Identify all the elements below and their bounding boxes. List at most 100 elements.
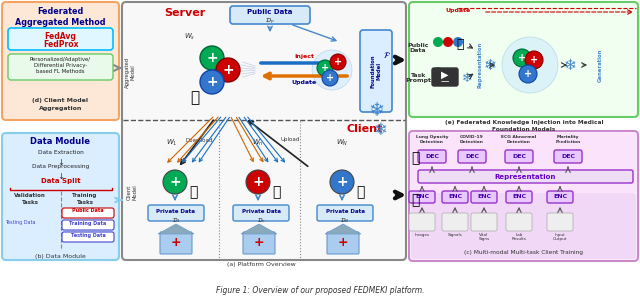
Text: 🔥: 🔥 — [272, 185, 280, 199]
FancyBboxPatch shape — [506, 191, 532, 203]
Text: (d) Client Model: (d) Client Model — [33, 98, 88, 103]
Text: Tasks: Tasks — [22, 200, 38, 205]
FancyBboxPatch shape — [230, 6, 310, 24]
Text: ▶: ▶ — [441, 70, 449, 80]
Text: Foundation Models: Foundation Models — [492, 127, 556, 132]
Text: ENC: ENC — [553, 194, 567, 200]
Text: $\mathcal{D}_{n}$: $\mathcal{D}_{n}$ — [257, 216, 266, 225]
Text: COVID-19
Detection: COVID-19 Detection — [460, 135, 484, 144]
FancyBboxPatch shape — [505, 150, 533, 163]
FancyBboxPatch shape — [418, 150, 446, 163]
Circle shape — [433, 37, 443, 47]
Text: Private Data: Private Data — [326, 209, 365, 214]
FancyBboxPatch shape — [8, 54, 113, 80]
Text: +: + — [252, 175, 264, 189]
Text: $W_1$: $W_1$ — [166, 138, 178, 148]
FancyBboxPatch shape — [409, 191, 435, 203]
FancyBboxPatch shape — [418, 170, 633, 183]
Text: Figure 1: Overview of our proposed FEDMEKI platform.: Figure 1: Overview of our proposed FEDME… — [216, 286, 424, 295]
Text: DEC: DEC — [425, 154, 439, 160]
Text: 🔥: 🔥 — [411, 151, 419, 165]
Text: Lab
Results: Lab Results — [511, 233, 527, 241]
Text: 🔥: 🔥 — [189, 185, 197, 199]
Circle shape — [453, 37, 463, 47]
Text: Data Preprocessing: Data Preprocessing — [32, 164, 89, 169]
Text: ECG Abnormal
Detection: ECG Abnormal Detection — [501, 135, 536, 144]
FancyBboxPatch shape — [360, 30, 392, 112]
Text: ENC: ENC — [477, 194, 491, 200]
Circle shape — [246, 170, 270, 194]
Circle shape — [330, 170, 354, 194]
Text: Server: Server — [164, 8, 205, 18]
FancyBboxPatch shape — [62, 220, 114, 230]
Text: Federated
Aggregated Method: Federated Aggregated Method — [15, 7, 106, 27]
Text: +: + — [206, 51, 218, 65]
FancyBboxPatch shape — [243, 232, 275, 254]
Text: Tasks: Tasks — [77, 200, 93, 205]
Text: +: + — [321, 63, 329, 73]
Text: Aggregated
Model: Aggregated Model — [125, 57, 136, 88]
Text: Mortality
Prediction: Mortality Prediction — [556, 135, 580, 144]
Text: Update: Update — [291, 80, 317, 85]
Text: Foundation
Model: Foundation Model — [371, 54, 381, 88]
Text: (b) Data Module: (b) Data Module — [35, 254, 86, 259]
FancyBboxPatch shape — [442, 191, 468, 203]
Text: Vital
Signs: Vital Signs — [479, 233, 490, 241]
FancyBboxPatch shape — [8, 28, 113, 50]
FancyBboxPatch shape — [62, 208, 114, 218]
Text: $\mathcal{D}_p$: $\mathcal{D}_p$ — [265, 17, 275, 27]
Text: FedAvg: FedAvg — [45, 32, 76, 41]
Text: Personalized/Adaptive/: Personalized/Adaptive/ — [30, 57, 91, 62]
Text: Upload: Upload — [280, 138, 300, 142]
Text: (c) Multi-modal Multi-task Client Training: (c) Multi-modal Multi-task Client Traini… — [465, 250, 584, 255]
Circle shape — [433, 67, 443, 77]
Text: 🔥: 🔥 — [356, 185, 364, 199]
Polygon shape — [241, 224, 277, 234]
Text: 🔥: 🔥 — [456, 39, 464, 51]
Text: Public Data: Public Data — [72, 209, 104, 213]
Text: Data Split: Data Split — [41, 178, 80, 184]
Circle shape — [519, 65, 537, 83]
Text: Input
Output: Input Output — [553, 233, 567, 241]
Text: $W_s$: $W_s$ — [184, 32, 196, 42]
Text: Private Data: Private Data — [157, 209, 195, 214]
Text: Generation: Generation — [598, 48, 602, 82]
Text: ❄: ❄ — [564, 57, 577, 73]
Text: +: + — [530, 55, 538, 65]
Text: 🔥: 🔥 — [191, 91, 200, 105]
FancyBboxPatch shape — [411, 193, 636, 259]
Text: Aggregation: Aggregation — [39, 106, 82, 111]
FancyBboxPatch shape — [409, 131, 638, 261]
Text: Data Extraction: Data Extraction — [38, 150, 83, 155]
FancyBboxPatch shape — [2, 133, 119, 260]
Text: FedProx: FedProx — [43, 40, 78, 49]
FancyBboxPatch shape — [122, 2, 406, 260]
FancyBboxPatch shape — [471, 213, 497, 231]
FancyBboxPatch shape — [458, 150, 486, 163]
Text: +: + — [206, 75, 218, 89]
FancyBboxPatch shape — [442, 213, 468, 231]
Text: based FL Methods: based FL Methods — [36, 69, 84, 74]
Text: Private Data: Private Data — [241, 209, 280, 214]
Text: 🔥: 🔥 — [411, 193, 419, 207]
Text: (e) Federated Knowledge Injection into Medical: (e) Federated Knowledge Injection into M… — [445, 120, 604, 125]
Text: Public
Data: Public Data — [407, 43, 429, 53]
Circle shape — [502, 37, 558, 93]
Text: ❄: ❄ — [484, 57, 497, 73]
Circle shape — [163, 170, 187, 194]
FancyBboxPatch shape — [547, 191, 573, 203]
Text: Inject: Inject — [294, 54, 314, 59]
FancyBboxPatch shape — [160, 232, 192, 254]
Text: ↓: ↓ — [57, 158, 64, 167]
FancyBboxPatch shape — [554, 150, 582, 163]
Circle shape — [443, 37, 453, 47]
Circle shape — [513, 49, 531, 67]
FancyBboxPatch shape — [432, 68, 458, 86]
FancyBboxPatch shape — [411, 133, 636, 193]
Text: (a) Platform Overview: (a) Platform Overview — [227, 262, 296, 267]
Text: ❄: ❄ — [373, 121, 387, 139]
Text: ❄: ❄ — [368, 101, 384, 119]
FancyBboxPatch shape — [471, 191, 497, 203]
Text: $W_n$: $W_n$ — [252, 138, 264, 148]
FancyBboxPatch shape — [409, 213, 435, 231]
